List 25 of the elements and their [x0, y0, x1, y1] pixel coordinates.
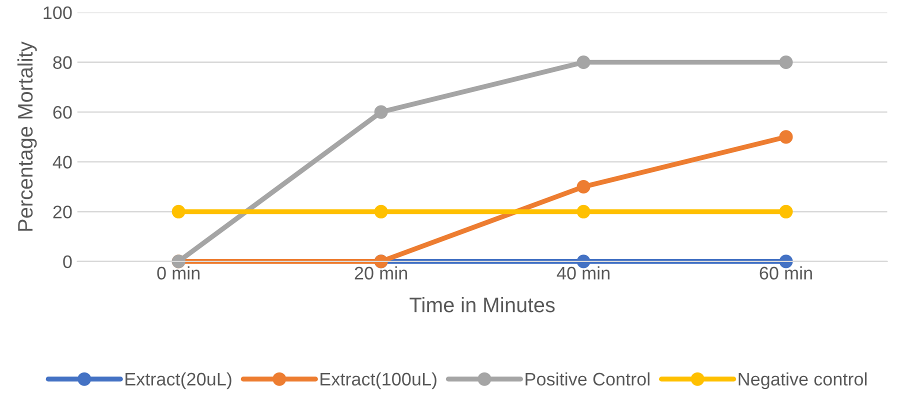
point [374, 105, 388, 119]
y-tick-label: 60 [53, 106, 72, 119]
x-axis-title: Time in Minutes [410, 297, 555, 312]
point [576, 204, 590, 218]
point [374, 204, 388, 218]
legend-label: Extract(20uL) [126, 372, 232, 390]
x-tick-label: 0 min [157, 266, 200, 280]
y-tick-label: 20 [53, 206, 72, 218]
point [576, 55, 590, 70]
legend-label: Extract(100uL) [320, 372, 436, 390]
x-tick-label: 40 min [556, 266, 610, 280]
legend-label: Positive Control [526, 372, 650, 386]
point [576, 180, 590, 194]
x-tick-label: 20 min [354, 266, 407, 280]
y-tick-label: 0 [63, 255, 72, 268]
y-tick-label: 80 [53, 56, 72, 69]
y-tick-label: 40 [52, 156, 72, 169]
point [779, 204, 793, 218]
y-tick-label: 100 [44, 6, 72, 20]
point [779, 130, 793, 144]
point [779, 55, 793, 70]
x-tick-label: 60 min [760, 266, 812, 280]
point [172, 204, 186, 218]
legend-label: Negative control [738, 372, 867, 390]
y-axis-title: Percentage Mortality [17, 41, 37, 231]
